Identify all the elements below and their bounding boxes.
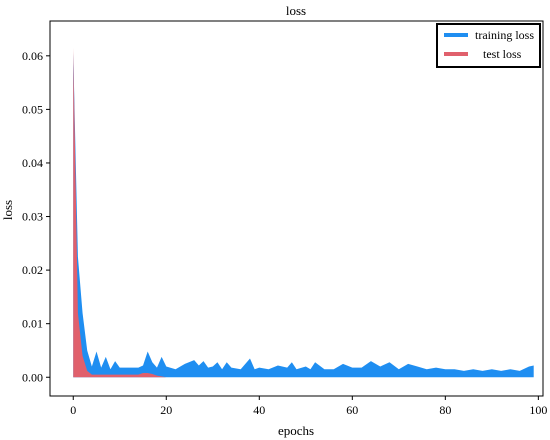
area-test-loss bbox=[73, 47, 534, 378]
y-tick-label: 0.01 bbox=[22, 317, 43, 331]
y-tick-label: 0.00 bbox=[22, 370, 43, 384]
x-axis-ticks: 0 20 40 60 80 100 bbox=[70, 396, 547, 417]
x-tick-label: 20 bbox=[160, 403, 172, 417]
y-axis-ticks: 0.00 0.01 0.02 0.03 0.04 0.05 0.06 bbox=[22, 49, 50, 384]
x-tick-label: 60 bbox=[346, 403, 358, 417]
y-axis-title: loss bbox=[0, 200, 15, 220]
y-tick-label: 0.02 bbox=[22, 263, 43, 277]
legend-label-training-loss: training loss bbox=[475, 28, 534, 42]
legend-box bbox=[436, 23, 541, 68]
chart-title: loss bbox=[286, 3, 306, 18]
y-tick-label: 0.06 bbox=[22, 49, 43, 63]
x-tick-label: 40 bbox=[253, 403, 265, 417]
x-tick-label: 80 bbox=[439, 403, 451, 417]
y-tick-label: 0.05 bbox=[22, 102, 43, 116]
plot-frame bbox=[49, 20, 544, 397]
y-tick-label: 0.03 bbox=[22, 210, 43, 224]
area-series-group bbox=[73, 47, 534, 378]
x-tick-label: 100 bbox=[529, 403, 547, 417]
x-axis-title: epochs bbox=[278, 423, 314, 438]
x-tick-label: 0 bbox=[70, 403, 76, 417]
legend-label-test-loss: test loss bbox=[483, 47, 522, 61]
legend: training loss test loss bbox=[436, 23, 541, 68]
y-tick-label: 0.04 bbox=[22, 156, 43, 170]
area-training-loss bbox=[73, 53, 534, 378]
